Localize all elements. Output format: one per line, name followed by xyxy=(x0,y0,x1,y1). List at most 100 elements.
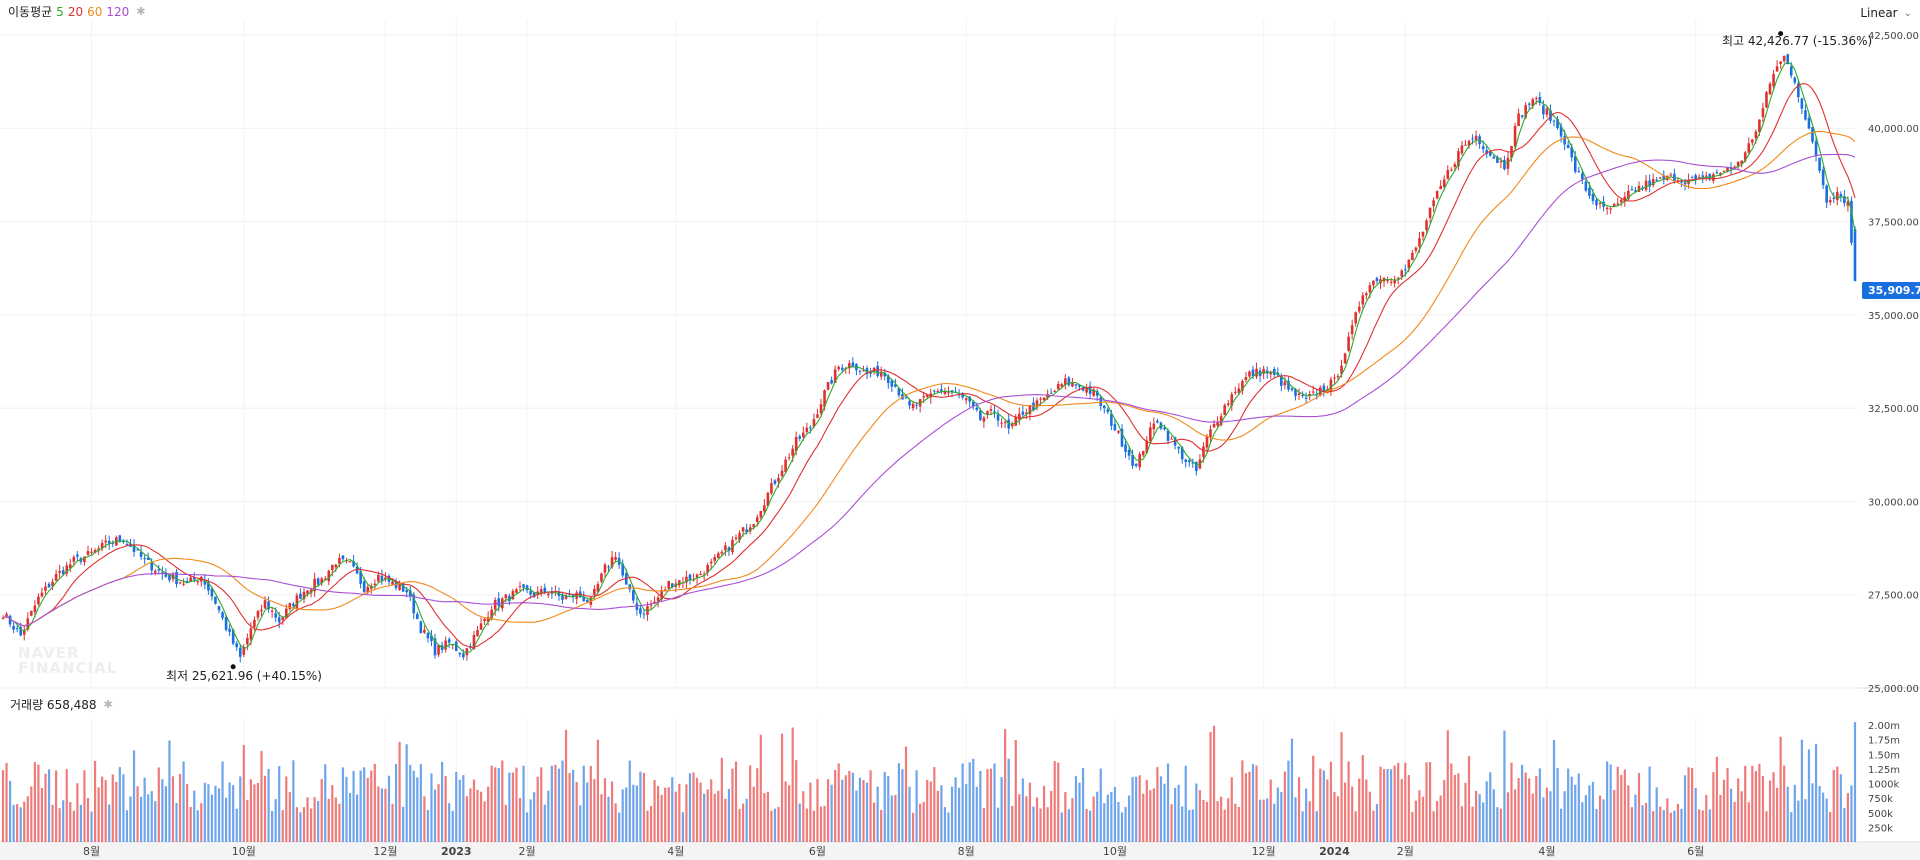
volume-bar xyxy=(115,781,118,842)
candle-body xyxy=(1124,444,1127,452)
volume-bar xyxy=(1453,774,1456,842)
volume-bar xyxy=(476,789,479,842)
volume-bar xyxy=(161,779,164,842)
volume-bar xyxy=(1814,743,1818,842)
volume-bar xyxy=(1117,801,1120,842)
volume-bar xyxy=(961,763,964,842)
volume-bar xyxy=(557,768,561,842)
scale-dropdown[interactable]: Linear ⌄ xyxy=(1860,6,1912,20)
volume-bar xyxy=(795,760,798,842)
volume-bar xyxy=(1793,784,1796,842)
candle-body xyxy=(759,511,763,518)
volume-bar xyxy=(1234,803,1237,842)
volume-bar xyxy=(1230,777,1233,842)
volume-bar xyxy=(1524,772,1527,842)
candle-body xyxy=(462,653,465,658)
scale-label: Linear xyxy=(1860,6,1898,20)
volume-bar xyxy=(727,788,731,842)
volume-bar xyxy=(841,779,844,842)
volume-bar xyxy=(1489,772,1492,842)
candle-body xyxy=(1000,422,1003,424)
volume-settings-icon[interactable]: ✱ xyxy=(103,698,113,711)
volume-bar xyxy=(1078,782,1081,842)
candle-body xyxy=(1474,135,1478,140)
volume-bar xyxy=(384,788,387,842)
volume-bar xyxy=(1779,736,1782,842)
candle-body xyxy=(423,629,426,633)
candle-body xyxy=(770,483,773,494)
candle-body xyxy=(812,419,816,427)
candle-body xyxy=(593,588,596,595)
candle-body xyxy=(76,554,79,557)
candle-body xyxy=(1743,152,1747,161)
candle-body xyxy=(65,565,69,574)
candle-body xyxy=(1662,175,1666,180)
candle-body xyxy=(1701,175,1705,177)
candle-body xyxy=(1141,451,1145,456)
volume-bar xyxy=(1379,766,1382,842)
candle-body xyxy=(86,551,90,555)
volume-bar xyxy=(1174,787,1177,842)
volume-bar xyxy=(947,812,950,842)
candle-body xyxy=(529,591,532,595)
candle-body xyxy=(408,590,412,597)
volume-bar xyxy=(844,775,847,842)
volume-bar xyxy=(823,806,826,842)
volume-bar xyxy=(610,781,614,842)
volume-bar xyxy=(242,744,245,842)
candle-body xyxy=(391,581,394,585)
volume-bar xyxy=(1846,792,1850,842)
volume-bar xyxy=(1156,767,1159,842)
volume-bar xyxy=(1538,768,1541,842)
volume-bar xyxy=(1280,792,1283,842)
volume-bar xyxy=(1839,774,1842,842)
volume-bar xyxy=(1255,765,1258,842)
candle-body xyxy=(1212,423,1216,428)
volume-bar xyxy=(1584,795,1587,842)
volume-bar xyxy=(1450,763,1453,842)
candle-body xyxy=(380,575,384,581)
candle-body xyxy=(1549,110,1552,121)
volume-bar xyxy=(1209,731,1212,842)
volume-bar xyxy=(1099,768,1102,842)
volume-bar xyxy=(1836,766,1839,842)
candle-body xyxy=(766,492,770,506)
volume-bar xyxy=(86,798,90,842)
candle-body xyxy=(1655,179,1658,181)
volume-bar xyxy=(862,780,865,842)
candle-body xyxy=(132,545,136,552)
volume-bar xyxy=(1758,763,1761,842)
volume-bar xyxy=(1581,802,1584,842)
volume-bar xyxy=(784,781,787,842)
volume-bar xyxy=(1266,798,1269,842)
time-tick-label: 10월 xyxy=(1103,845,1127,858)
volume-bar xyxy=(1074,776,1078,842)
ma-settings-icon[interactable]: ✱ xyxy=(136,5,146,18)
volume-bar xyxy=(809,782,812,842)
volume-bar xyxy=(324,764,327,842)
candle-body xyxy=(975,407,979,410)
volume-bar xyxy=(1127,795,1131,842)
volume-bar xyxy=(214,785,217,842)
candle-body xyxy=(1046,393,1049,399)
volume-bar xyxy=(600,794,603,842)
volume-label: 거래량 658,488 xyxy=(10,698,97,712)
candle-body xyxy=(479,623,483,630)
volume-bar xyxy=(957,787,961,842)
high-marker xyxy=(1778,31,1784,37)
volume-bar xyxy=(621,789,624,842)
volume-bar xyxy=(1556,768,1559,842)
volume-bar xyxy=(1170,804,1173,842)
volume-bar xyxy=(1467,756,1471,842)
candle-body xyxy=(773,480,777,484)
volume-bar xyxy=(412,770,415,842)
candle-body xyxy=(1025,412,1028,414)
candle-body xyxy=(26,618,30,630)
volume-bar xyxy=(97,787,100,842)
volume-bar xyxy=(1336,796,1340,842)
candle-body xyxy=(168,574,171,581)
volume-bar xyxy=(221,761,224,842)
candle-body xyxy=(600,573,603,582)
volume-bar xyxy=(926,779,929,842)
